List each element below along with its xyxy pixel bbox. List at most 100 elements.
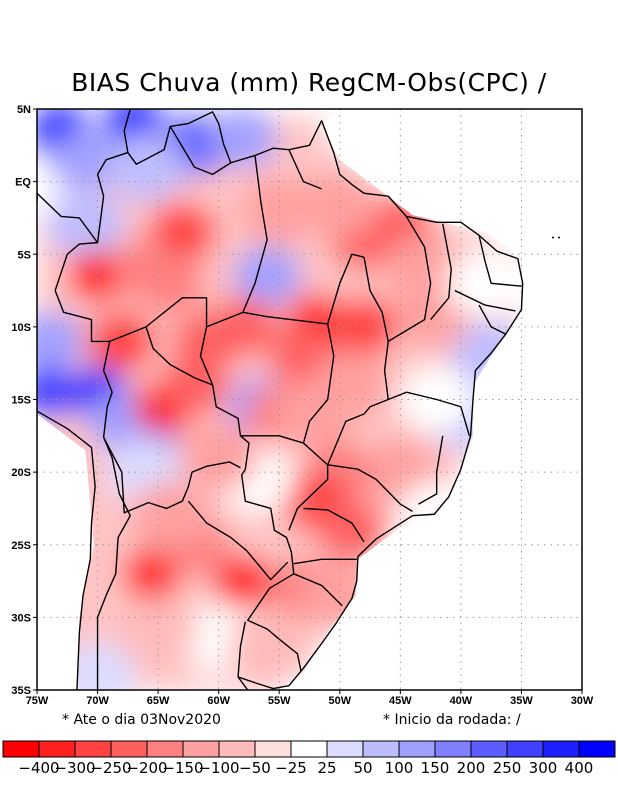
border-peru-bolivia: [102, 341, 113, 438]
field-blob-20: [300, 169, 379, 238]
border-mt-north: [199, 311, 335, 444]
colorbar-swatch: [434, 740, 472, 758]
field-blob-4: [50, 129, 120, 190]
field-blob-11: [232, 246, 302, 307]
lat-tick-label: 30S: [11, 612, 31, 624]
colorbar-label: −150: [162, 759, 203, 777]
lon-tick-label: 55W: [268, 695, 291, 707]
island-marker: [551, 236, 554, 239]
lon-tick-label: 40W: [450, 695, 473, 707]
border-brazil-west-south: [54, 290, 302, 672]
field-blob-39: [312, 350, 391, 419]
field-blob-45: [179, 423, 258, 492]
border-sc-rs: [293, 573, 343, 607]
colorbar-swatch: [110, 740, 148, 758]
field-blob-28: [37, 366, 80, 419]
border-ap-pa: [288, 149, 322, 190]
border-go-mg: [326, 413, 413, 512]
border-to-ma-ba: [363, 257, 389, 415]
colorbar-label: 200: [457, 759, 486, 777]
border-pi-ce-pe: [430, 223, 452, 321]
lon-tick-label: 35W: [510, 695, 533, 707]
colorbar-label: −400: [18, 759, 59, 777]
chart-title: BIAS Chuva (mm) RegCM-Obs(CPC) /: [71, 68, 547, 97]
colorbar-label: 400: [565, 759, 594, 777]
border-rr-am: [169, 126, 232, 176]
colorbar-label: 25: [317, 759, 336, 777]
border-peru-colombia: [37, 192, 99, 244]
lat-tick-label: 15S: [11, 395, 31, 407]
field-blob-35: [159, 354, 229, 415]
lat-tick-label: 5N: [17, 104, 31, 116]
colorbar-label: 50: [353, 759, 372, 777]
lat-tick-label: 25S: [11, 540, 31, 552]
political-borders: [37, 109, 560, 690]
border-chile-coast: [37, 410, 96, 690]
border-ce-rn-pb-pe: [478, 235, 522, 287]
colorbar-swatch: [218, 740, 256, 758]
field-blob-5: [106, 133, 186, 202]
border-ba-se-al: [478, 304, 507, 335]
border-pe-al-ba: [454, 289, 516, 312]
border-sp-pr: [303, 507, 365, 543]
border-to-pa: [326, 253, 365, 325]
colorbar-label: −300: [54, 759, 95, 777]
colorbar-label: 250: [493, 759, 522, 777]
border-chile-andes-border: [96, 436, 131, 690]
field-blob-23: [446, 249, 525, 318]
border-paraguay-arg: [187, 500, 289, 581]
lat-tick-label: EQ: [15, 177, 31, 189]
colorbar-swatch: [2, 740, 40, 758]
colorbar-label: 150: [421, 759, 450, 777]
colorbar-label: 300: [529, 759, 558, 777]
field-blob-47: [212, 555, 273, 608]
field-blob-10: [135, 253, 205, 314]
island-marker: [557, 236, 560, 239]
lon-tick-label: 30W: [571, 695, 594, 707]
lon-tick-label: 45W: [389, 695, 412, 707]
colorbar-swatch: [38, 740, 76, 758]
colorbar-swatch: [470, 740, 508, 758]
pacific-ocean: [37, 414, 94, 690]
border-ro-am: [145, 297, 208, 328]
border-am-pa: [242, 155, 268, 313]
colorbar-label: −50: [239, 759, 271, 777]
colorbar-swatch: [542, 740, 580, 758]
colorbar-swatch: [506, 740, 544, 758]
border-argentina-coast: [237, 676, 249, 690]
colorbar-label: −25: [275, 759, 307, 777]
colorbar-label: −100: [198, 759, 239, 777]
lon-tick-label: 75W: [26, 695, 49, 707]
colorbar-swatch: [362, 740, 400, 758]
colorbar-swatch: [146, 740, 184, 758]
colorbar-label: 100: [385, 759, 414, 777]
colorbar-swatch: [290, 740, 328, 758]
field-blob-53: [119, 597, 198, 666]
border-venezuela-colombia: [123, 109, 131, 153]
lat-tick-label: 5S: [18, 249, 31, 261]
lon-tick-label: 50W: [328, 695, 351, 707]
lon-tick-label: 70W: [86, 695, 109, 707]
border-ma-pi: [387, 216, 432, 343]
lat-tick-label: 10S: [11, 322, 31, 334]
field-blob-27: [37, 311, 84, 372]
lon-tick-label: 65W: [147, 695, 170, 707]
field-blob-49: [131, 481, 210, 550]
colorbar-swatch: [398, 740, 436, 758]
date-note: * Ate o dia 03Nov2020: [62, 712, 221, 728]
field-blob-34: [87, 311, 157, 372]
border-mg-ba: [387, 391, 471, 437]
colorbar-swatch: [182, 740, 220, 758]
colorbar-label: −200: [126, 759, 167, 777]
border-coastline-east: [237, 120, 524, 690]
border-mg-es-rj: [418, 435, 444, 505]
lon-tick-label: 60W: [207, 695, 230, 707]
run-start-note: * Inicio da rodada: /: [383, 712, 521, 728]
colorbar-swatch: [74, 740, 112, 758]
colorbar-swatch: [578, 740, 616, 758]
border-argentina-uruguay: [237, 621, 246, 677]
colorbar: −400−300−250−200−150−100 −50 −25 25 50 100 150…: [2, 740, 616, 777]
colorbar-swatch: [326, 740, 364, 758]
